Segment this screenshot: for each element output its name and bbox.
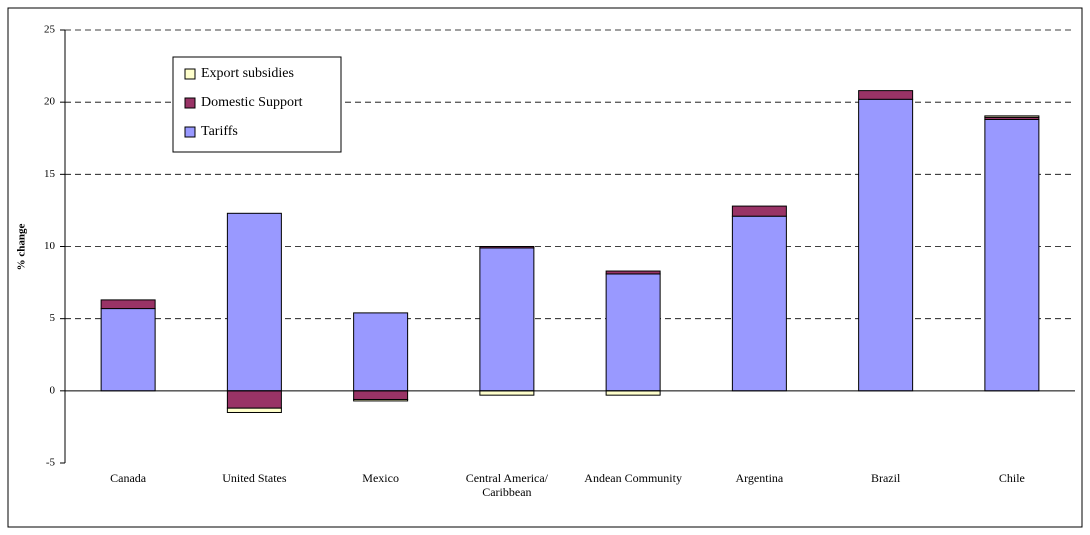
x-tick-label: Chile bbox=[999, 471, 1025, 485]
x-tick-label: United States bbox=[222, 471, 287, 485]
legend-label: Export subsidies bbox=[201, 66, 294, 81]
bar-segment bbox=[605, 390, 661, 396]
bar-segment bbox=[479, 246, 535, 249]
y-tick-label: 25 bbox=[44, 24, 56, 36]
bar-segment bbox=[731, 215, 787, 392]
bar-segment bbox=[605, 273, 661, 392]
y-tick-label: 5 bbox=[50, 312, 56, 324]
legend-label: Tariffs bbox=[201, 124, 238, 139]
bar-segment bbox=[984, 118, 1040, 392]
bar-segment bbox=[858, 90, 914, 100]
legend-box bbox=[172, 56, 342, 153]
y-tick-label: 15 bbox=[44, 168, 56, 180]
x-tick-label: Andean Community bbox=[584, 471, 682, 485]
bar-segment bbox=[353, 398, 409, 402]
bar-segment bbox=[100, 299, 156, 310]
bar-segment bbox=[226, 407, 282, 413]
bar-segment bbox=[984, 115, 1040, 118]
bar-segment bbox=[353, 312, 409, 392]
legend-swatch bbox=[184, 126, 196, 138]
x-tick-label: Brazil bbox=[871, 471, 901, 485]
bar-segment bbox=[100, 308, 156, 392]
x-tick-label: Canada bbox=[110, 471, 147, 485]
chart-frame bbox=[7, 7, 1083, 528]
legend-label: Domestic Support bbox=[201, 95, 303, 110]
bar-segment bbox=[479, 390, 535, 396]
legend-swatch bbox=[184, 68, 196, 80]
x-tick-label: Mexico bbox=[362, 471, 399, 485]
bar-segment bbox=[731, 205, 787, 217]
y-axis-label: % change bbox=[16, 224, 28, 271]
x-tick-label: Argentina bbox=[735, 471, 783, 485]
bar-segment bbox=[479, 247, 535, 392]
x-tick-label: Central America/Caribbean bbox=[466, 471, 549, 499]
bar-segment bbox=[858, 98, 914, 392]
bar-segment bbox=[353, 390, 409, 400]
y-tick-label: -5 bbox=[46, 457, 56, 469]
bar-segment bbox=[605, 270, 661, 275]
y-tick-label: 0 bbox=[50, 384, 56, 396]
y-tick-label: 20 bbox=[44, 96, 56, 108]
bar-segment bbox=[226, 212, 282, 392]
bar-segment bbox=[226, 390, 282, 409]
legend-swatch bbox=[184, 97, 196, 109]
y-tick-label: 10 bbox=[44, 240, 56, 252]
